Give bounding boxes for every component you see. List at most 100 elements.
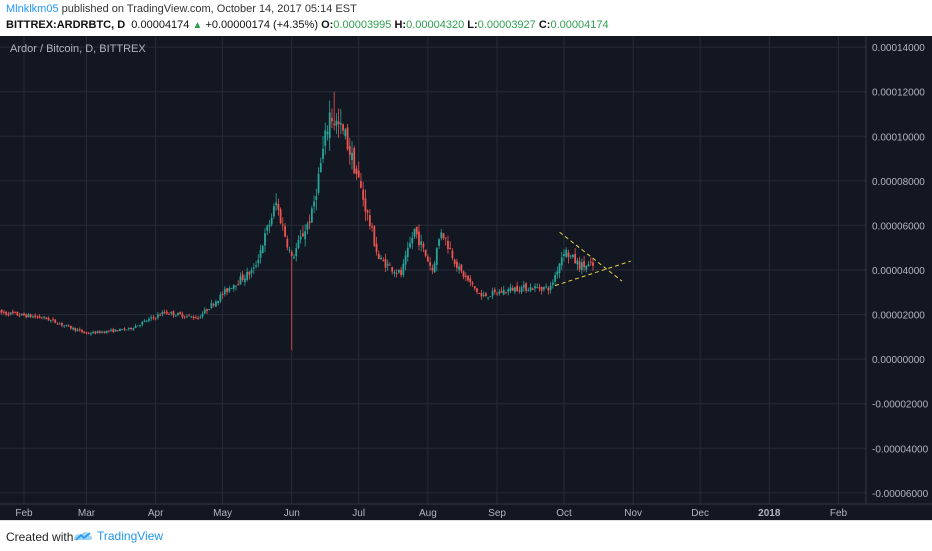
candle-body: [237, 284, 239, 285]
candle-body: [50, 320, 52, 321]
high-value: 0.00004320: [406, 19, 464, 31]
candle-body: [115, 329, 117, 331]
candle-body: [228, 288, 230, 291]
candle-body: [124, 329, 126, 330]
candle-body: [175, 316, 177, 317]
candle-body: [226, 288, 228, 292]
candle-body: [106, 331, 108, 333]
candles: [0, 92, 594, 351]
candle-body: [385, 259, 387, 268]
candle-body: [534, 286, 536, 288]
candle-body: [52, 319, 54, 320]
price-tick-label: -0.00004000: [872, 444, 929, 455]
candle-body: [32, 316, 34, 317]
candle-body: [405, 255, 407, 264]
price-tick-label: 0.00002000: [872, 311, 925, 322]
candle-body: [121, 329, 123, 330]
candle-body: [313, 202, 315, 207]
time-tick-label: Sep: [488, 508, 506, 519]
time-tick-label: Jun: [284, 508, 300, 519]
candle-body: [320, 163, 322, 172]
candle-body: [130, 328, 132, 329]
candle-body: [514, 287, 516, 291]
candle-body: [536, 287, 538, 288]
candle-body: [61, 323, 63, 325]
candle-body: [5, 312, 7, 314]
candle-body: [541, 287, 543, 291]
candle-body: [280, 209, 282, 223]
tradingview-logo-icon[interactable]: [72, 529, 94, 543]
candle-body: [440, 232, 442, 237]
candle-body: [478, 293, 480, 294]
candle-body: [159, 315, 161, 316]
candle-body: [10, 312, 12, 314]
candle-body: [146, 321, 148, 322]
time-tick-label: Feb: [15, 508, 33, 519]
candle-body: [34, 315, 36, 316]
candle-body: [77, 330, 79, 331]
candle-body: [137, 325, 139, 326]
published-text: published on TradingView.com, October 14…: [62, 3, 357, 15]
candle-body: [126, 330, 128, 331]
candle-body: [318, 174, 320, 193]
price-change: +0.00000174 (+4.35%): [205, 19, 318, 31]
candlestick-chart[interactable]: 0.000140000.000120000.000100000.00008000…: [0, 36, 932, 520]
candle-body: [14, 312, 16, 313]
last-price: 0.00004174: [131, 19, 189, 31]
candle-body: [463, 271, 465, 277]
candle-body: [257, 260, 259, 263]
candle-body: [581, 262, 583, 270]
candle-body: [431, 268, 433, 271]
candle-body: [306, 224, 308, 230]
candle-body: [86, 332, 88, 333]
candle-body: [179, 312, 181, 314]
candle-body: [411, 238, 413, 243]
candle-body: [362, 190, 364, 200]
price-tick-label: -0.00006000: [872, 489, 929, 500]
candle-body: [518, 291, 520, 292]
username-link[interactable]: Mlnklkm05: [6, 3, 59, 15]
candle-body: [572, 255, 574, 257]
candle-body: [275, 202, 277, 205]
candle-body: [434, 263, 436, 272]
price-axis[interactable]: 0.000140000.000120000.000100000.00008000…: [872, 43, 929, 500]
candle-body: [532, 289, 534, 290]
candle-body: [456, 262, 458, 268]
candle-body: [248, 272, 250, 275]
candle-body: [277, 204, 279, 210]
candle-body: [39, 316, 41, 318]
candle-body: [402, 264, 404, 275]
candle-body: [556, 272, 558, 275]
price-tick-label: -0.00002000: [872, 400, 929, 411]
candle-body: [369, 215, 371, 226]
candle-body: [231, 288, 233, 289]
candle-body: [148, 319, 150, 321]
price-tick-label: 0.00012000: [872, 88, 925, 99]
candle-body: [271, 218, 273, 224]
candle-body: [315, 196, 317, 200]
candle-body: [396, 273, 398, 274]
close-value: 0.00004174: [550, 19, 608, 31]
low-value: 0.00003927: [478, 19, 536, 31]
candle-body: [253, 267, 255, 268]
candle-body: [54, 319, 56, 322]
candle-body: [289, 250, 291, 251]
candle-body: [79, 329, 81, 330]
candle-body: [215, 302, 217, 307]
candle-body: [99, 331, 101, 333]
candle-body: [12, 311, 14, 313]
candle-body: [427, 256, 429, 261]
candle-body: [358, 171, 360, 178]
candle-body: [161, 312, 163, 314]
candle-body: [552, 283, 554, 285]
tradingview-brand[interactable]: TradingView: [97, 529, 163, 543]
candle-body: [173, 311, 175, 315]
candle-body: [291, 252, 293, 256]
candle-body: [585, 266, 587, 270]
candle-body: [48, 318, 50, 321]
candle-body: [481, 293, 483, 296]
candle-body: [516, 286, 518, 291]
candle-body: [95, 332, 97, 334]
